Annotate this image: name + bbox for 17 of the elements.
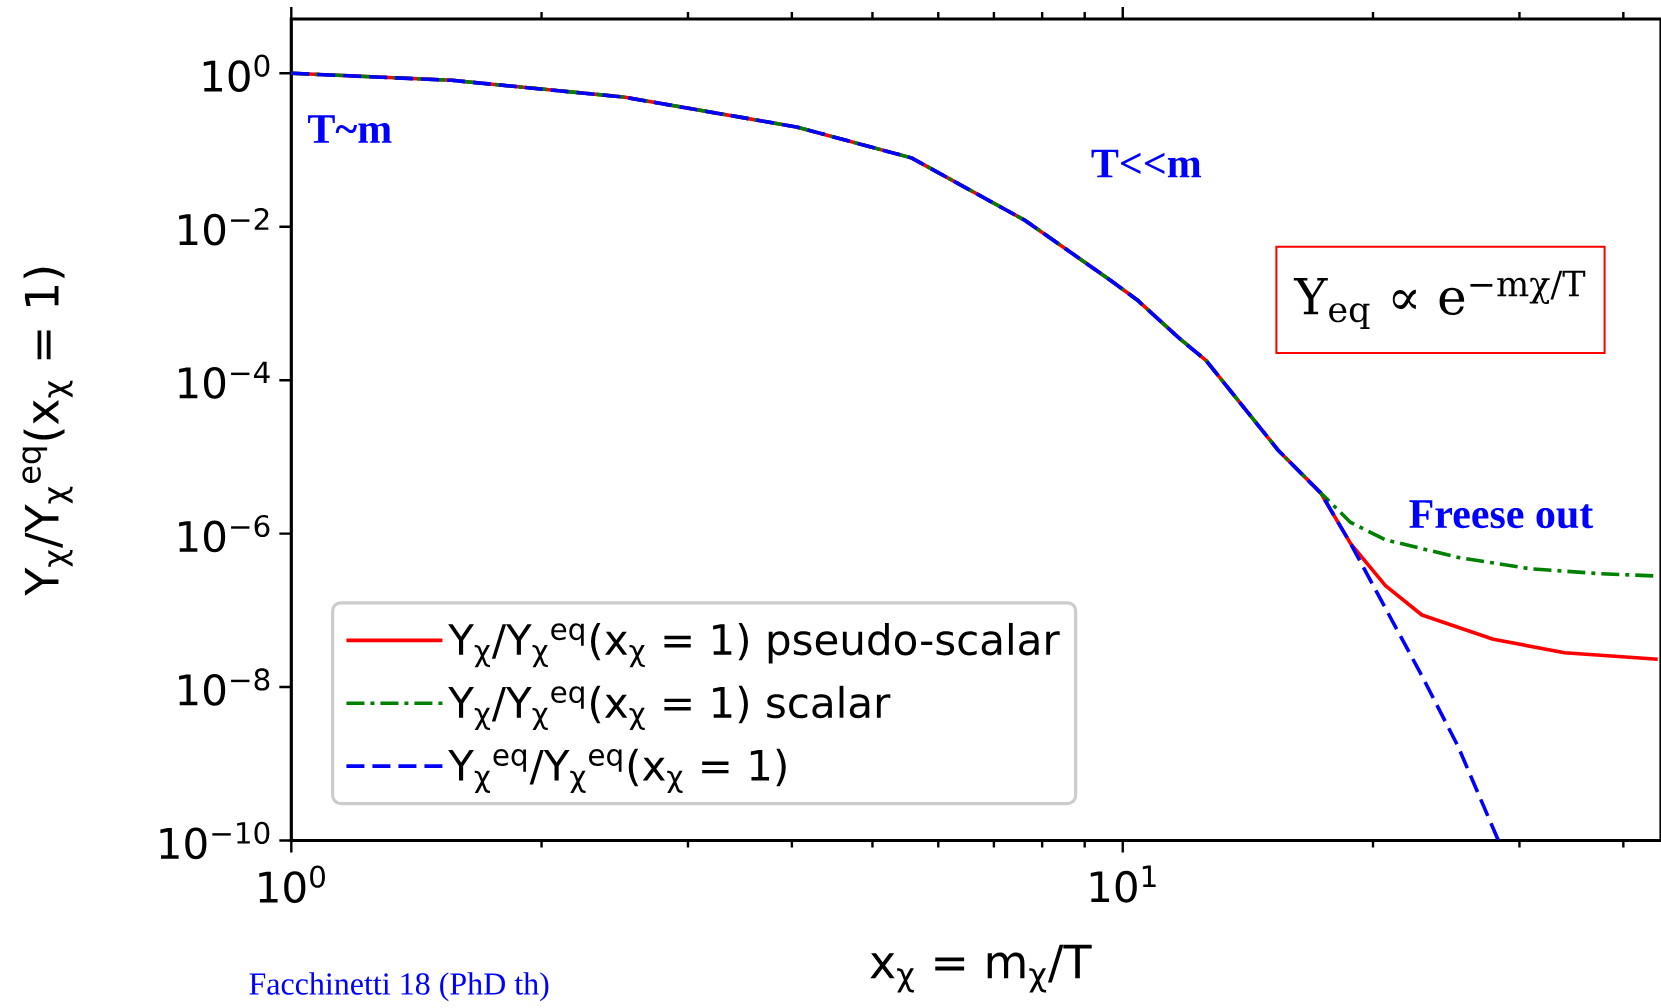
- text: Y$_{χ}$$^{eq}$/Y$_{χ}$$^{eq}$(x$_{χ}$ = 1): [448, 748, 786, 793]
- y-tick-label: 10$^{−10}$: [160, 821, 270, 860]
- annotation: Y$_{eq}$ ∝ e$^{−mχ/T}$: [1293, 270, 1586, 330]
- legend-label: Y$_{χ}$/Y$_{χ}$$^{eq}$(x$_{χ}$ = 1) scalar: [448, 685, 891, 731]
- annotation: T<<m: [1091, 149, 1202, 178]
- y-tick-label: 10$^{0}$: [203, 54, 270, 93]
- text: Facchinetti 18 (PhD th): [249, 972, 549, 1002]
- y-tick-label: 10$^{−2}$: [179, 208, 269, 246]
- y-tick-label: 10$^{−4}$: [179, 361, 270, 399]
- x-tick-label: 10$^{1}$: [1090, 865, 1156, 903]
- legend-label: Y$_{χ}$/Y$_{χ}$$^{eq}$(x$_{χ}$ = 1) pseudo-scalar: [448, 622, 1060, 668]
- y-axis-title: Y$_{χ}$/Y$_{χ}$$^{eq}$(x$_{χ}$ = 1): [22, 267, 73, 596]
- annotation: Freese out: [1409, 500, 1594, 529]
- annotation: T~m: [308, 115, 392, 143]
- y-tick-label: 10$^{−6}$: [179, 514, 270, 553]
- y-tick-label: 10$^{−8}$: [179, 668, 270, 706]
- x-axis-title: x$_{χ}$ = m$_{χ}$/T: [870, 944, 1092, 993]
